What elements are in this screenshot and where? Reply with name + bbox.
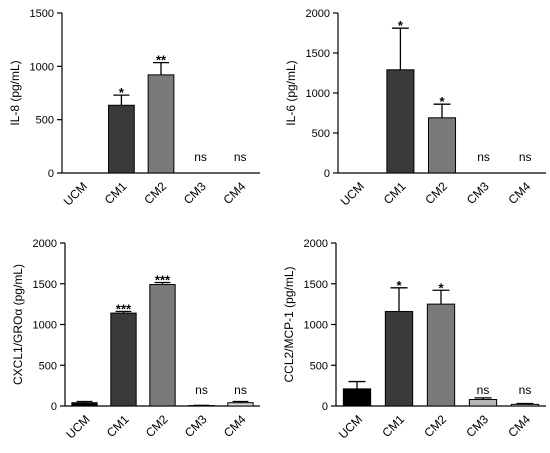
bar-cm1 xyxy=(108,104,135,174)
significance-label: ns xyxy=(477,383,490,397)
y-tick-label: 2000 xyxy=(304,238,328,250)
bar-cm2 xyxy=(427,117,457,174)
x-category-label: CM3 xyxy=(463,412,491,440)
y-axis-title: IL-8 (pg/mL) xyxy=(8,60,22,125)
x-category-label: CM2 xyxy=(143,412,171,440)
y-tick-label: 1500 xyxy=(304,279,328,291)
significance-label: *** xyxy=(155,273,171,288)
panel-il6: 0 500 1000 1500 2000 IL-6 (pg/mL) UCM * CM1 * CM2 n… xyxy=(284,8,546,208)
significance-label: ns xyxy=(477,150,490,164)
significance-label: ns xyxy=(234,150,247,164)
significance-label: *** xyxy=(116,301,132,316)
y-tick-label: 500 xyxy=(36,115,54,127)
x-category-label: CM2 xyxy=(422,179,450,207)
x-category-label: UCM xyxy=(338,179,367,208)
significance-label: ** xyxy=(156,53,167,68)
y-axis-title: CXCL1/GROα (pg/mL) xyxy=(11,264,25,385)
bar-cm1 xyxy=(110,312,137,407)
panel-ccl2: 0 500 1000 1500 2000 CCL2/MCP-1 (pg/mL) UCM * CM… xyxy=(282,238,546,441)
significance-label: ns xyxy=(194,150,207,164)
x-category-label: CM1 xyxy=(381,179,409,207)
y-tick-label: 0 xyxy=(322,401,328,413)
y-tick-label: 2000 xyxy=(33,238,57,250)
x-category-label: CM4 xyxy=(505,412,533,440)
panel-il8: 0 500 1000 1500 IL-8 (pg/mL) UCM * CM1 ** CM2 ns CM… xyxy=(8,8,260,208)
panel-cxcl1: 0 500 1000 1500 2000 CXCL1/GROα (pg/mL) UCM ***… xyxy=(11,238,260,441)
bar-cm3 xyxy=(468,398,498,407)
y-tick-label: 2000 xyxy=(306,8,330,20)
bar-cm2 xyxy=(147,74,175,174)
x-category-label: CM1 xyxy=(102,179,130,207)
x-category-label: UCM xyxy=(63,412,92,441)
y-tick-label: 1500 xyxy=(33,279,57,291)
y-tick-label: 500 xyxy=(312,128,330,140)
x-category-label: CM4 xyxy=(221,179,249,207)
x-category-label: UCM xyxy=(336,412,365,441)
x-category-label: UCM xyxy=(61,179,90,208)
bar-cm2 xyxy=(149,284,176,407)
x-category-label: CM3 xyxy=(181,179,209,207)
bar-ucm xyxy=(342,388,372,407)
y-tick-label: 1500 xyxy=(30,8,54,20)
bar-cm1 xyxy=(384,310,414,407)
y-tick-label: 500 xyxy=(310,360,328,372)
x-category-label: CM2 xyxy=(421,412,449,440)
significance-label: ns xyxy=(195,383,208,397)
y-tick-label: 0 xyxy=(48,168,54,180)
y-tick-label: 1000 xyxy=(33,320,57,332)
bar-ucm xyxy=(71,402,98,407)
y-tick-label: 0 xyxy=(51,401,57,413)
bar-cm4 xyxy=(510,403,540,407)
x-category-label: CM1 xyxy=(104,412,132,440)
y-tick-label: 1000 xyxy=(304,320,328,332)
x-category-label: CM4 xyxy=(506,179,534,207)
significance-label: * xyxy=(398,18,404,33)
x-category-label: CM2 xyxy=(141,179,169,207)
significance-label: ns xyxy=(519,150,532,164)
y-tick-label: 1000 xyxy=(306,88,330,100)
x-category-label: CM3 xyxy=(464,179,492,207)
y-tick-label: 1500 xyxy=(306,48,330,60)
y-tick-label: 1000 xyxy=(30,61,54,73)
bar-cm4 xyxy=(227,402,254,407)
significance-label: ns xyxy=(519,383,532,397)
x-category-label: CM3 xyxy=(182,412,210,440)
significance-label: * xyxy=(119,85,125,100)
significance-label: ns xyxy=(234,383,247,397)
y-tick-label: 0 xyxy=(324,168,330,180)
significance-label: * xyxy=(439,94,445,109)
y-tick-label: 500 xyxy=(39,360,57,372)
x-category-label: CM1 xyxy=(379,412,407,440)
significance-label: * xyxy=(396,278,402,293)
y-axis-title: IL-6 (pg/mL) xyxy=(284,60,298,125)
bar-cm2 xyxy=(426,303,456,407)
y-axis-title: CCL2/MCP-1 (pg/mL) xyxy=(282,266,296,382)
x-category-label: CM4 xyxy=(221,412,249,440)
significance-label: * xyxy=(438,280,444,295)
bar-cm1 xyxy=(386,69,415,174)
